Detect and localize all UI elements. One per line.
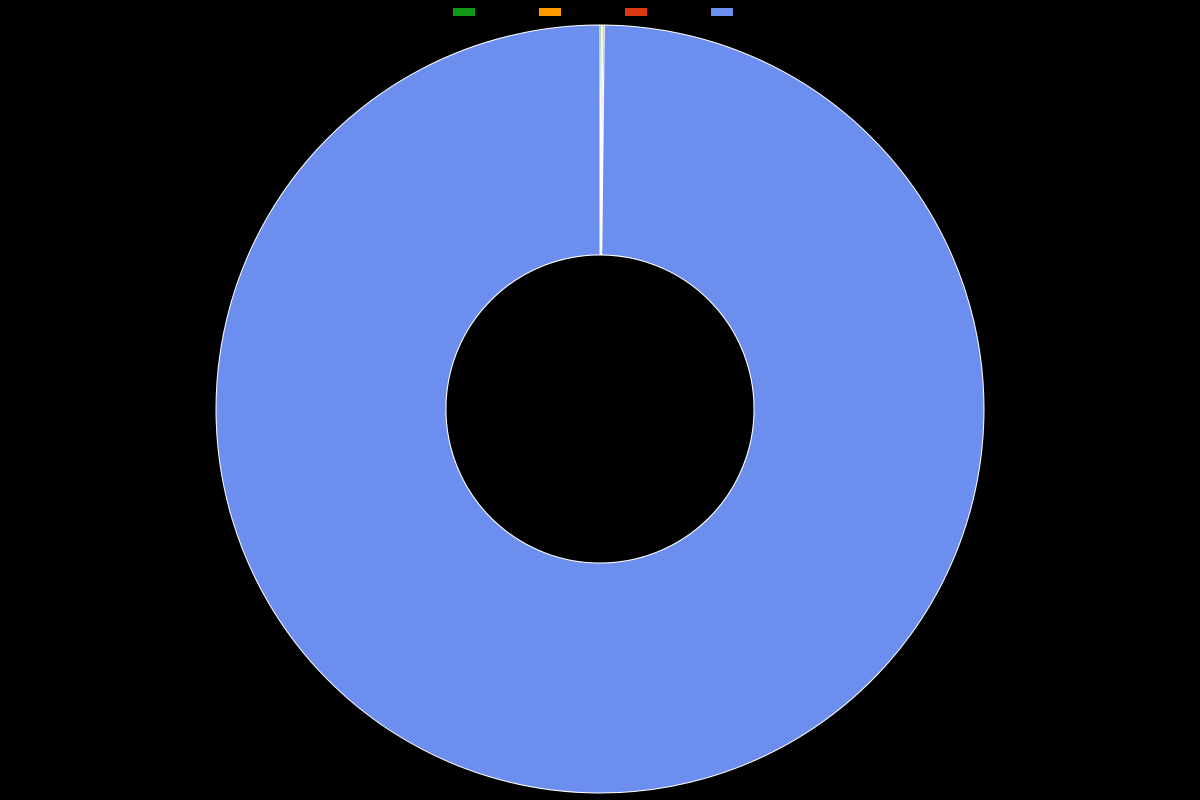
legend-item (710, 6, 748, 18)
legend-label (654, 6, 662, 18)
legend-label (568, 6, 576, 18)
legend-item (624, 6, 662, 18)
chart-legend (0, 6, 1200, 18)
donut-svg (215, 24, 985, 794)
donut-chart (215, 24, 985, 794)
legend-swatch (624, 7, 648, 17)
legend-swatch (452, 7, 476, 17)
page-canvas (0, 0, 1200, 800)
legend-item (538, 6, 576, 18)
legend-swatch (710, 7, 734, 17)
legend-label (740, 6, 748, 18)
donut-hole (446, 255, 754, 563)
legend-item (452, 6, 490, 18)
legend-label (482, 6, 490, 18)
legend-swatch (538, 7, 562, 17)
